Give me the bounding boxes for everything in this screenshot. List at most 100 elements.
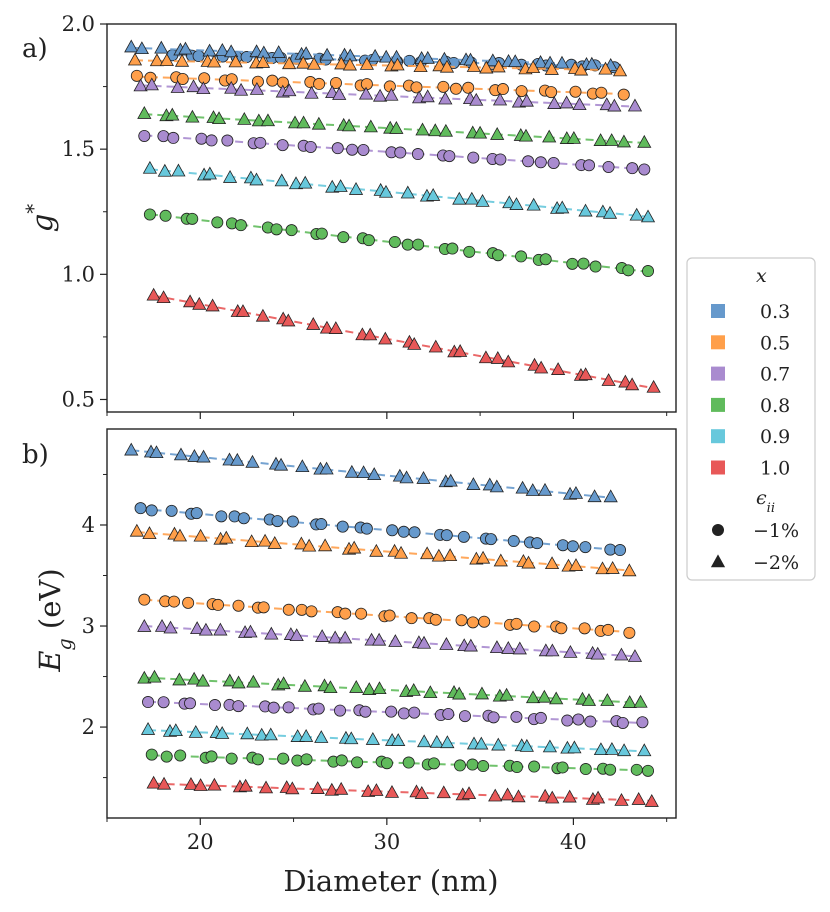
data-point bbox=[534, 156, 547, 169]
y-tick-label: 1.0 bbox=[62, 262, 95, 286]
data-point bbox=[234, 219, 247, 232]
data-point bbox=[428, 123, 443, 137]
legend-swatch bbox=[711, 460, 725, 475]
data-point bbox=[331, 142, 344, 155]
data-point bbox=[332, 87, 347, 100]
data-point bbox=[475, 550, 491, 564]
data-point bbox=[437, 80, 450, 93]
data-point bbox=[568, 558, 584, 571]
data-point bbox=[137, 106, 152, 119]
data-point bbox=[420, 50, 435, 64]
data-point bbox=[463, 245, 476, 258]
legend-swatch bbox=[711, 366, 725, 381]
data-point bbox=[266, 74, 279, 87]
data-point bbox=[384, 784, 400, 798]
data-point bbox=[572, 97, 587, 110]
data-point bbox=[149, 445, 164, 459]
data-point bbox=[356, 465, 371, 479]
y-tick-label: 4 bbox=[82, 513, 95, 537]
data-point bbox=[547, 156, 560, 169]
panel-b-frame bbox=[106, 428, 677, 819]
data-point bbox=[490, 127, 505, 140]
data-point bbox=[427, 757, 440, 770]
data-point bbox=[390, 57, 405, 71]
data-point bbox=[479, 60, 494, 74]
data-point bbox=[578, 367, 593, 381]
data-point bbox=[526, 197, 541, 211]
data-point bbox=[244, 534, 259, 548]
data-point bbox=[362, 682, 377, 695]
data-point bbox=[157, 130, 170, 143]
data-point bbox=[490, 351, 505, 364]
x-axis-label: Diameter (nm) bbox=[283, 864, 498, 898]
data-point bbox=[133, 78, 148, 92]
data-point bbox=[249, 172, 264, 186]
data-point bbox=[233, 82, 249, 96]
data-point bbox=[182, 294, 198, 308]
data-point bbox=[457, 530, 470, 543]
data-point bbox=[478, 615, 491, 628]
data-point bbox=[446, 242, 459, 255]
data-point bbox=[452, 191, 467, 205]
panel-b-x-ticks: 20 30 40 bbox=[106, 818, 668, 854]
series-x03-strain-2pct bbox=[124, 442, 618, 503]
data-point bbox=[562, 789, 577, 803]
data-point bbox=[358, 86, 374, 100]
data-point bbox=[578, 622, 591, 635]
data-point bbox=[144, 77, 159, 91]
data-point bbox=[172, 672, 187, 686]
data-point bbox=[270, 223, 283, 236]
data-point bbox=[405, 612, 418, 625]
data-point bbox=[212, 598, 225, 611]
data-point bbox=[614, 647, 629, 661]
legend-label: 0.3 bbox=[760, 301, 790, 323]
data-point bbox=[267, 701, 280, 714]
data-point bbox=[488, 788, 503, 802]
data-point bbox=[154, 618, 170, 632]
data-point bbox=[344, 731, 359, 745]
data-point bbox=[182, 596, 195, 609]
panel-a-frame bbox=[106, 23, 677, 413]
data-point bbox=[254, 136, 267, 149]
data-point bbox=[232, 599, 245, 612]
data-point bbox=[372, 88, 388, 102]
data-point bbox=[249, 81, 265, 95]
data-point bbox=[566, 130, 581, 144]
data-point bbox=[371, 632, 387, 646]
data-point bbox=[545, 790, 560, 804]
data-point bbox=[554, 55, 570, 69]
y-tick-label: 0.5 bbox=[62, 387, 95, 411]
data-point bbox=[408, 526, 421, 539]
panel-b-y-ticks: 2 3 4 bbox=[82, 473, 107, 779]
data-point bbox=[190, 507, 203, 520]
data-point bbox=[134, 502, 147, 515]
data-point bbox=[282, 603, 295, 616]
data-point bbox=[271, 515, 284, 528]
data-point bbox=[561, 714, 574, 727]
data-point bbox=[388, 235, 401, 248]
data-point bbox=[202, 166, 217, 180]
data-point bbox=[511, 789, 526, 803]
series-x07-strain-1pct bbox=[138, 129, 651, 176]
data-point bbox=[333, 179, 348, 192]
data-point bbox=[378, 184, 394, 198]
legend-label: 0.8 bbox=[760, 395, 790, 417]
data-point bbox=[157, 696, 170, 709]
data-point bbox=[341, 118, 357, 132]
data-point bbox=[458, 710, 471, 723]
data-point bbox=[222, 170, 238, 183]
data-point bbox=[137, 619, 152, 632]
data-point bbox=[438, 123, 453, 137]
data-point bbox=[593, 133, 608, 146]
data-point bbox=[484, 533, 497, 546]
data-point bbox=[622, 563, 637, 577]
data-point bbox=[193, 778, 208, 791]
data-point bbox=[190, 621, 205, 634]
data-point bbox=[472, 125, 488, 139]
x-tick-label: 30 bbox=[373, 830, 400, 854]
data-point bbox=[627, 98, 643, 112]
data-point bbox=[228, 54, 243, 68]
data-point bbox=[537, 689, 552, 703]
data-point bbox=[124, 39, 139, 53]
data-point bbox=[186, 212, 199, 225]
